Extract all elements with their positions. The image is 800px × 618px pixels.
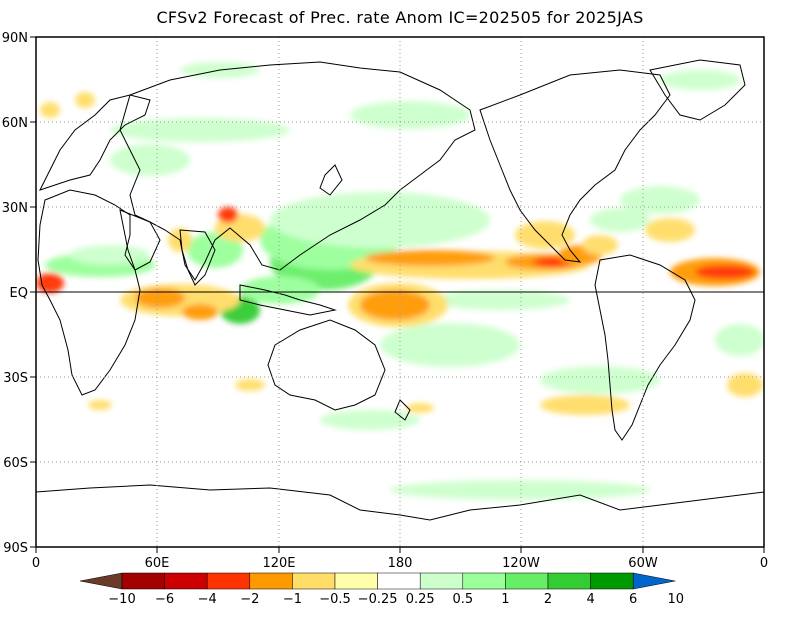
colorbar-tick-label: −2 (240, 592, 259, 607)
wet-anomaly-patch (660, 70, 740, 90)
wet-anomaly-patch (380, 323, 520, 367)
lon-label: 120E (262, 556, 295, 571)
dry-anomaly-patch (515, 221, 575, 249)
colorbar-tick-label: −10 (108, 592, 135, 607)
colorbar-tick-label: 10 (668, 592, 685, 607)
colorbar-swatch (206, 572, 251, 590)
north-america-outline (479, 69, 671, 263)
australia-outline (267, 319, 386, 411)
dry-anomaly-patch (36, 273, 64, 293)
dry-anomaly-patch (40, 102, 60, 118)
map-title: CFSv2 Forecast of Prec. rate Anom IC=202… (156, 8, 644, 27)
lon-label: 120W (502, 556, 540, 571)
wet-anomaly-patch (240, 276, 320, 304)
wet-anomaly-patch (620, 186, 700, 214)
colorbar-swatch (292, 572, 336, 590)
wet-anomaly-patch (270, 192, 490, 248)
india-outline (179, 229, 216, 286)
wet-anomaly-patch (110, 144, 190, 176)
colorbar-tick-label: 1 (501, 592, 509, 607)
wet-anomaly-patch (350, 101, 470, 129)
dry-anomaly-patch (88, 400, 112, 410)
colorbar-legend: −10 −6 −4 −2 −1 −0.5 −0.25 0.25 0.5 1 2 4 6 10 (79, 572, 685, 607)
dry-anomaly-patch (695, 265, 755, 279)
wet-anomaly-patch (715, 324, 764, 356)
dry-anomaly-patch (75, 92, 95, 108)
lon-label: 60E (145, 556, 170, 571)
antarctica-outline (35, 484, 765, 521)
colorbar-swatch (547, 572, 591, 590)
colorbar-tick-label: 6 (629, 592, 637, 607)
colorbar-swatch (121, 572, 165, 590)
colorbar-tick-label: −0.25 (358, 592, 398, 607)
colorbar-right-arrow (632, 572, 676, 590)
lat-label: 90S (3, 541, 28, 556)
longitude-labels: 0 60E 120E 180 120W 60W 0 (32, 556, 768, 571)
wet-anomaly-patch (430, 290, 570, 310)
dry-anomaly-patch (235, 379, 265, 391)
dry-anomaly-patch (540, 395, 630, 415)
dry-anomaly-patch (182, 304, 218, 320)
dry-anomaly-patch (727, 373, 763, 397)
indonesia-outline (239, 284, 337, 316)
wet-anomaly-patch (590, 208, 650, 232)
lat-label: EQ (10, 286, 28, 301)
positive-anomaly-areas (45, 62, 764, 500)
lat-label: 60S (3, 456, 28, 471)
wet-anomaly-patch (70, 245, 150, 265)
axis-ticks (30, 36, 765, 553)
precipitation-anomaly-layer (36, 62, 764, 500)
colorbar-swatch (590, 572, 634, 590)
latitude-labels: 90N 60N 30N EQ 30S 60S 90S (2, 31, 28, 556)
colorbar-tick-label: −4 (198, 592, 217, 607)
dry-anomaly-patch (406, 403, 434, 413)
wet-anomaly-patch (540, 366, 660, 394)
negative-anomaly-areas (36, 92, 763, 415)
colorbar-swatch (249, 572, 293, 590)
new-zealand-outline (394, 399, 411, 421)
dry-anomaly-patch (582, 235, 618, 255)
wet-anomaly-patch (320, 410, 420, 430)
colorbar-tick-label: −0.5 (319, 592, 351, 607)
south-america-outline (594, 254, 696, 441)
colorbar-swatch (462, 572, 506, 590)
lat-label: 30N (2, 201, 28, 216)
lon-label: 60W (628, 556, 658, 571)
lon-label: 0 (760, 556, 768, 571)
japan-outline (319, 164, 343, 196)
dry-anomaly-patch (365, 250, 495, 266)
colorbar-tick-label: −6 (155, 592, 174, 607)
europe-outline (39, 94, 151, 191)
colorbar-swatch (419, 572, 464, 590)
colorbar-swatch (377, 572, 421, 590)
dry-anomaly-patch (218, 207, 238, 223)
arabia-outline (119, 209, 161, 271)
colorbar-left-arrow (79, 572, 123, 590)
lon-label: 0 (32, 556, 40, 571)
colorbar-swatch (164, 572, 208, 590)
colorbar-tick-label: 0.25 (406, 592, 435, 607)
lat-label: 60N (2, 116, 28, 131)
lat-label: 30S (3, 371, 28, 386)
dry-anomaly-patch (645, 218, 695, 242)
wet-anomaly-patch (390, 480, 650, 500)
colorbar-tick-label: 2 (544, 592, 552, 607)
colorbar-tick-label: 0.5 (452, 592, 473, 607)
wet-anomaly-patch (110, 118, 290, 142)
colorbar-tick-label: −1 (283, 592, 302, 607)
dry-anomaly-patch (135, 288, 185, 308)
colorbar-tick-label: 4 (586, 592, 594, 607)
colorbar-swatch (334, 572, 378, 590)
lat-label: 90N (2, 31, 28, 46)
colorbar-swatch (505, 572, 549, 590)
graticule (36, 37, 764, 547)
dry-anomaly-patch (360, 290, 430, 320)
greenland-outline (649, 59, 746, 121)
lon-label: 180 (388, 556, 413, 571)
